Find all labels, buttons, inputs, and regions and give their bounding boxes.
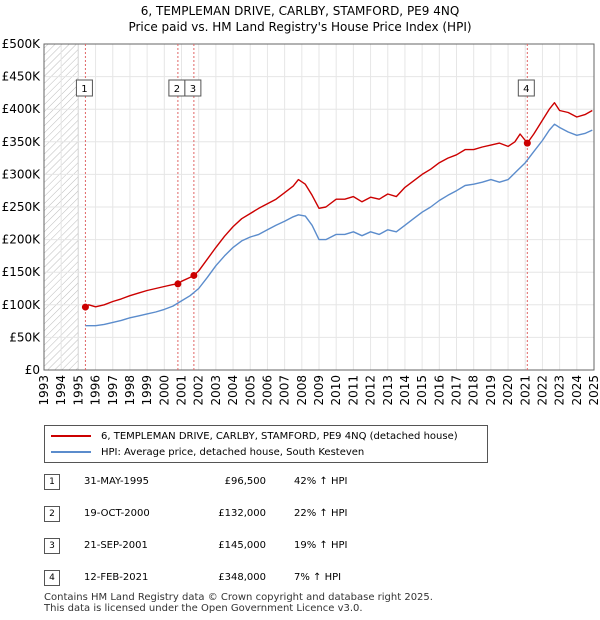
transaction-number: 4: [44, 570, 60, 586]
table-row: 4 12-FEB-2021 £348,000 7% ↑ HPI: [44, 570, 464, 586]
chart-subtitle: Price paid vs. HM Land Registry's House …: [128, 20, 472, 34]
footer-licence: This data is licensed under the Open Gov…: [44, 603, 363, 614]
sale-marker-box: [184, 79, 202, 97]
x-tick-label: 1997: [106, 375, 120, 406]
x-tick-label: 2024: [570, 375, 584, 406]
y-tick-label: £300K: [2, 167, 42, 181]
transaction-hpi: 22% ↑ HPI: [294, 508, 348, 519]
y-tick-label: £0: [25, 363, 40, 377]
transaction-hpi: 19% ↑ HPI: [294, 540, 348, 551]
x-tick-label: 1995: [71, 375, 85, 406]
y-tick-label: £200K: [2, 233, 42, 247]
x-tick-label: 1999: [140, 375, 154, 406]
legend-hpi-swatch: [51, 451, 91, 453]
transaction-date: 31-MAY-1995: [84, 476, 150, 487]
legend-price-swatch: [51, 435, 91, 437]
hpi-line: [85, 123, 593, 327]
y-tick-label: £100K: [2, 298, 42, 312]
x-tick-label: 2025: [587, 375, 600, 406]
price-chart: £0 £50K £100K £150K £200K £250K £300K £350K £400…: [2, 37, 600, 406]
transaction-hpi: 7% ↑ HPI: [294, 572, 342, 583]
x-tick-label: 2014: [398, 375, 412, 406]
legend-price-label: 6, TEMPLEMAN DRIVE, CARLBY, STAMFORD, PE…: [101, 430, 458, 442]
plot-frame: [43, 43, 595, 371]
x-tick-label: 2011: [346, 375, 360, 406]
legend-item-hpi: HPI: Average price, detached house, Sout…: [51, 445, 364, 459]
x-tick-label: 1994: [54, 375, 68, 406]
transaction-price: £96,500: [224, 476, 266, 487]
sale-point: [523, 139, 531, 147]
table-row: 1 31-MAY-1995 £96,500 42% ↑ HPI: [44, 474, 464, 490]
transaction-number: 2: [44, 506, 60, 522]
x-tick-label: 2001: [175, 375, 189, 406]
x-tick-label: 2013: [381, 375, 395, 406]
x-tick-label: 2017: [450, 375, 464, 406]
transaction-number: 1: [44, 474, 60, 490]
x-tick-label: 2020: [501, 375, 515, 406]
x-tick-label: 2018: [467, 375, 481, 406]
y-tick-label: £450K: [2, 70, 42, 84]
transaction-date: 21-SEP-2001: [84, 540, 148, 551]
x-tick-label: 1993: [37, 375, 51, 406]
x-tick-label: 2008: [295, 375, 309, 406]
transaction-hpi: 42% ↑ HPI: [294, 476, 348, 487]
sale-marker-label: 3: [190, 84, 196, 95]
sale-marker-label: 4: [523, 84, 529, 95]
sale-marker-box: [517, 79, 535, 97]
price-paid-line: [84, 101, 593, 308]
transaction-number: 3: [44, 538, 60, 554]
x-tick-label: 2023: [553, 375, 567, 406]
chart-title: 6, TEMPLEMAN DRIVE, CARLBY, STAMFORD, PE…: [140, 4, 460, 18]
x-tick-label: 2010: [329, 375, 343, 406]
x-tick-label: 2021: [518, 375, 532, 406]
table-row: 3 21-SEP-2001 £145,000 19% ↑ HPI: [44, 538, 464, 554]
footer-copyright: Contains HM Land Registry data © Crown c…: [44, 592, 433, 603]
y-tick-label: £350K: [2, 135, 42, 149]
x-tick-label: 2006: [260, 375, 274, 406]
legend: 6, TEMPLEMAN DRIVE, CARLBY, STAMFORD, PE…: [44, 425, 488, 463]
y-tick-label: £150K: [2, 265, 42, 279]
x-tick-label: 2022: [535, 375, 549, 406]
x-tick-label: 2009: [312, 375, 326, 406]
x-tick-label: 2012: [364, 375, 378, 406]
sale-point: [174, 280, 182, 288]
y-tick-label: £50K: [9, 330, 41, 344]
transaction-date: 19-OCT-2000: [84, 508, 150, 519]
x-tick-label: 1998: [123, 375, 137, 406]
x-tick-label: 2016: [432, 375, 446, 406]
transaction-price: £348,000: [218, 572, 266, 583]
table-row: 2 19-OCT-2000 £132,000 22% ↑ HPI: [44, 506, 464, 522]
x-tick-label: 2007: [278, 375, 292, 406]
x-tick-label: 2004: [226, 375, 240, 406]
x-tick-label: 2005: [243, 375, 257, 406]
x-tick-label: 2003: [209, 375, 223, 406]
sale-marker-box: [75, 79, 93, 97]
x-tick-label: 2000: [157, 375, 171, 406]
sale-marker-label: 2: [174, 84, 180, 95]
x-tick-label: 2015: [415, 375, 429, 406]
transaction-price: £132,000: [218, 508, 266, 519]
transaction-price: £145,000: [218, 540, 266, 551]
legend-item-price: 6, TEMPLEMAN DRIVE, CARLBY, STAMFORD, PE…: [51, 429, 458, 443]
x-tick-label: 2019: [484, 375, 498, 406]
sale-point: [190, 271, 198, 279]
footer: Contains HM Land Registry data © Crown c…: [44, 592, 433, 614]
x-tick-label: 2002: [192, 375, 206, 406]
sale-point: [81, 303, 89, 311]
legend-hpi-label: HPI: Average price, detached house, Sout…: [101, 446, 365, 458]
x-tick-label: 1996: [89, 375, 103, 406]
y-tick-label: £250K: [2, 200, 42, 214]
transaction-date: 12-FEB-2021: [84, 572, 149, 583]
y-tick-label: £400K: [2, 102, 42, 116]
y-tick-label: £500K: [2, 37, 42, 51]
sale-marker-label: 1: [81, 84, 87, 95]
